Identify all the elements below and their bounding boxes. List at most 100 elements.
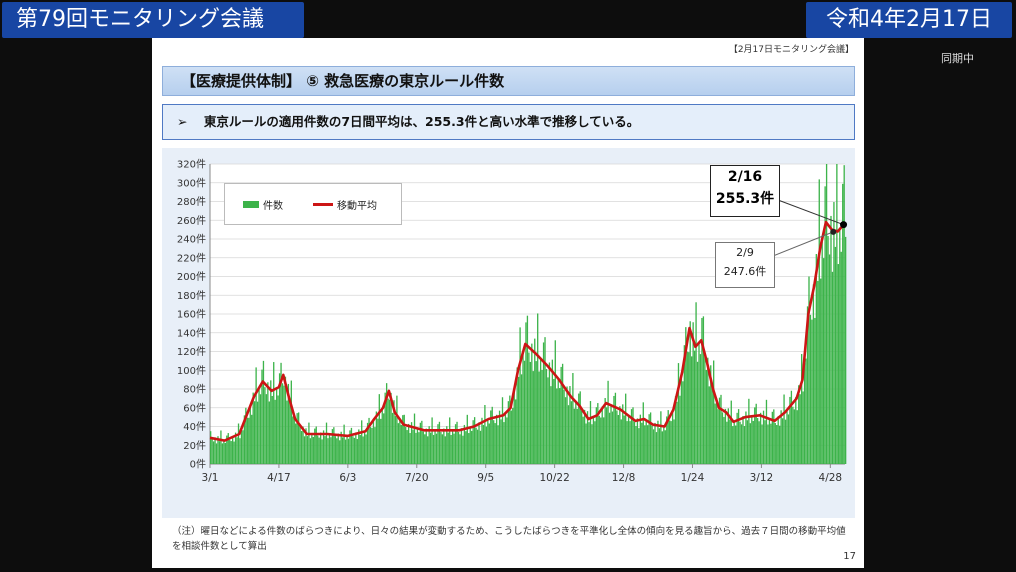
bar [352,436,354,464]
legend-label-bars: 件数 [263,201,283,212]
bar [517,376,520,464]
bar [820,278,822,464]
bar [795,396,797,464]
bar [371,427,373,464]
bar [729,419,731,464]
source-tag: 【2月17日モニタリング会議】 [728,45,854,55]
page-number: 17 [843,551,856,562]
bar [601,406,603,464]
bar [416,428,419,464]
bar [273,362,275,464]
bar [388,399,391,464]
bar [737,409,740,464]
bar [270,380,272,464]
bar [394,416,397,464]
bar [503,422,505,464]
bar [236,437,238,464]
bar [667,410,669,464]
bar [714,403,716,464]
bar [405,426,407,464]
bar [801,354,803,464]
bar [598,415,600,464]
bar [622,404,624,464]
bar [774,423,776,464]
bar [798,385,800,464]
bar [319,432,322,464]
bar [473,417,476,464]
bar [343,424,345,464]
bar [566,386,568,464]
bar [363,431,366,464]
bar [412,429,414,464]
bar [550,386,552,464]
bar [471,430,473,464]
x-tick-label: 9/5 [477,472,494,484]
bar [833,202,835,464]
bar [644,425,646,464]
bar [551,359,554,464]
bar [676,401,678,464]
bar [500,419,502,464]
bar [636,418,639,464]
bar [281,383,284,464]
x-tick-label: 10/22 [539,472,569,484]
bar [674,396,677,464]
bar [548,362,551,464]
bar [776,424,778,464]
y-tick-label: 40件 [183,421,206,433]
bar [840,251,842,464]
bar [845,236,847,464]
bar [290,380,292,464]
bar [437,424,439,464]
legend-item-bars: 件数 [243,197,283,212]
bar [812,284,815,464]
bar [223,440,225,464]
bar [494,423,496,464]
bar [356,439,358,464]
bar [429,432,432,464]
bar [707,357,709,464]
bar [293,413,295,464]
bar [324,436,326,464]
bar [275,388,278,464]
bar [685,327,687,464]
bar [377,418,379,464]
bar [582,416,584,464]
legend-item-line: 移動平均 [313,197,377,212]
bar [651,425,653,464]
bar [515,399,517,464]
bar [456,421,458,464]
bar [704,357,706,464]
bar [581,410,583,464]
bar [742,416,744,464]
bar [337,433,339,464]
chart-legend: 件数 移動平均 [224,183,402,225]
bar [475,427,477,464]
legend-swatch-line [313,203,333,206]
bar [806,306,809,464]
bar [380,418,382,464]
bar [658,428,661,464]
bar [834,246,837,464]
bar [427,436,429,464]
bar [670,421,672,464]
bar [369,427,372,464]
bar [383,413,385,464]
bar [560,366,562,464]
bar [649,412,652,464]
bar [755,403,757,464]
bar [732,426,734,464]
bar [253,401,256,464]
bar [652,429,655,464]
bar [454,424,457,464]
bar [752,420,754,464]
bar [563,389,565,464]
moving-average-line [209,220,845,442]
arrow-bullet-icon: ➢ [177,114,188,129]
bar [578,393,580,464]
bar [664,430,666,464]
bar [545,369,548,464]
bar [708,386,710,464]
bar [733,421,735,464]
bar [554,340,556,464]
